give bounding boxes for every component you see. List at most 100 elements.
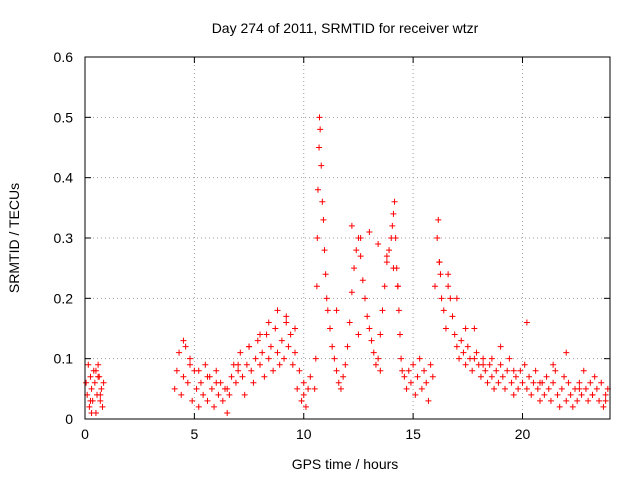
data-point-11 <box>95 361 102 368</box>
data-point-76 <box>289 361 296 368</box>
x-axis-label: GPS time / hours <box>292 456 399 472</box>
data-point-247 <box>580 367 587 374</box>
data-point-171 <box>418 385 425 392</box>
data-point-238 <box>561 373 568 380</box>
data-point-28 <box>184 379 191 386</box>
data-point-269 <box>537 379 543 386</box>
data-point-226 <box>534 385 541 392</box>
data-point-210 <box>499 373 506 380</box>
data-point-102 <box>314 235 321 241</box>
data-point-154 <box>357 235 364 241</box>
data-point-17 <box>88 409 95 416</box>
data-point-165 <box>405 367 412 374</box>
data-point-83 <box>305 385 312 392</box>
data-point-105 <box>316 114 323 121</box>
data-point-254 <box>596 397 603 404</box>
data-point-231 <box>545 385 552 392</box>
data-point-4 <box>87 373 94 380</box>
data-point-122 <box>344 343 351 350</box>
data-point-236 <box>556 403 563 410</box>
data-point-149 <box>395 307 402 314</box>
data-point-264 <box>480 361 487 368</box>
data-point-159 <box>394 283 401 290</box>
data-point-167 <box>410 361 417 368</box>
data-point-249 <box>585 397 592 404</box>
data-point-99 <box>311 385 318 392</box>
data-point-87 <box>195 367 202 374</box>
data-point-235 <box>554 391 561 398</box>
data-point-126 <box>353 247 360 254</box>
data-point-177 <box>432 283 438 290</box>
data-point-112 <box>323 295 330 302</box>
data-point-95 <box>274 307 281 314</box>
data-point-151 <box>398 355 405 362</box>
data-point-32 <box>193 385 200 392</box>
data-point-27 <box>182 343 189 350</box>
data-point-70 <box>276 361 283 368</box>
data-point-224 <box>530 379 537 386</box>
data-point-98 <box>300 391 307 398</box>
data-point-213 <box>506 355 513 362</box>
data-point-58 <box>250 379 257 386</box>
data-point-47 <box>226 391 233 398</box>
data-point-233 <box>550 379 557 386</box>
data-point-130 <box>362 295 368 302</box>
data-point-71 <box>278 337 285 344</box>
data-point-189 <box>453 343 460 350</box>
data-point-197 <box>471 325 478 332</box>
data-point-134 <box>370 349 377 356</box>
data-point-143 <box>389 222 396 229</box>
data-point-223 <box>528 391 535 398</box>
data-point-219 <box>519 379 526 386</box>
data-point-44 <box>219 397 226 404</box>
data-point-240 <box>565 379 572 386</box>
data-point-175 <box>427 361 434 368</box>
data-point-139 <box>381 283 388 290</box>
data-point-86 <box>187 355 193 362</box>
data-point-46 <box>224 409 231 416</box>
data-point-198 <box>473 349 480 356</box>
data-point-262 <box>462 325 469 332</box>
data-points <box>83 114 611 416</box>
data-point-182 <box>438 295 445 302</box>
data-point-84 <box>307 373 314 380</box>
data-point-34 <box>197 379 204 386</box>
data-point-141 <box>386 247 393 254</box>
data-point-25 <box>178 391 185 398</box>
data-point-212 <box>504 367 511 374</box>
data-point-132 <box>366 325 373 332</box>
data-point-246 <box>578 391 585 398</box>
x-tick-label-0: 0 <box>81 426 89 442</box>
data-point-57 <box>248 367 255 374</box>
data-point-250 <box>587 379 594 386</box>
grid-lines <box>85 57 610 419</box>
x-tick-label-1: 5 <box>190 426 198 442</box>
data-point-101 <box>313 283 320 290</box>
data-point-136 <box>375 355 382 362</box>
data-point-37 <box>204 397 211 404</box>
data-point-155 <box>366 228 373 235</box>
data-point-53 <box>239 373 246 380</box>
data-point-183 <box>440 307 447 314</box>
data-point-68 <box>272 325 279 332</box>
data-point-80 <box>298 397 305 404</box>
data-point-215 <box>510 391 517 398</box>
data-point-185 <box>445 283 452 290</box>
data-point-137 <box>377 331 384 338</box>
data-point-131 <box>364 313 371 320</box>
data-point-207 <box>493 367 500 374</box>
data-point-115 <box>329 343 336 350</box>
y-tick-label-3: 0.3 <box>54 230 74 246</box>
data-point-138 <box>379 307 386 314</box>
x-tick-label-2: 10 <box>296 426 312 442</box>
data-point-67 <box>270 367 277 374</box>
data-point-274 <box>602 397 609 404</box>
data-point-267 <box>510 367 517 374</box>
data-point-145 <box>391 198 398 205</box>
data-point-74 <box>285 343 292 350</box>
data-point-73 <box>283 319 290 326</box>
data-point-133 <box>368 337 375 344</box>
data-point-205 <box>488 373 495 380</box>
data-point-26 <box>180 373 187 380</box>
